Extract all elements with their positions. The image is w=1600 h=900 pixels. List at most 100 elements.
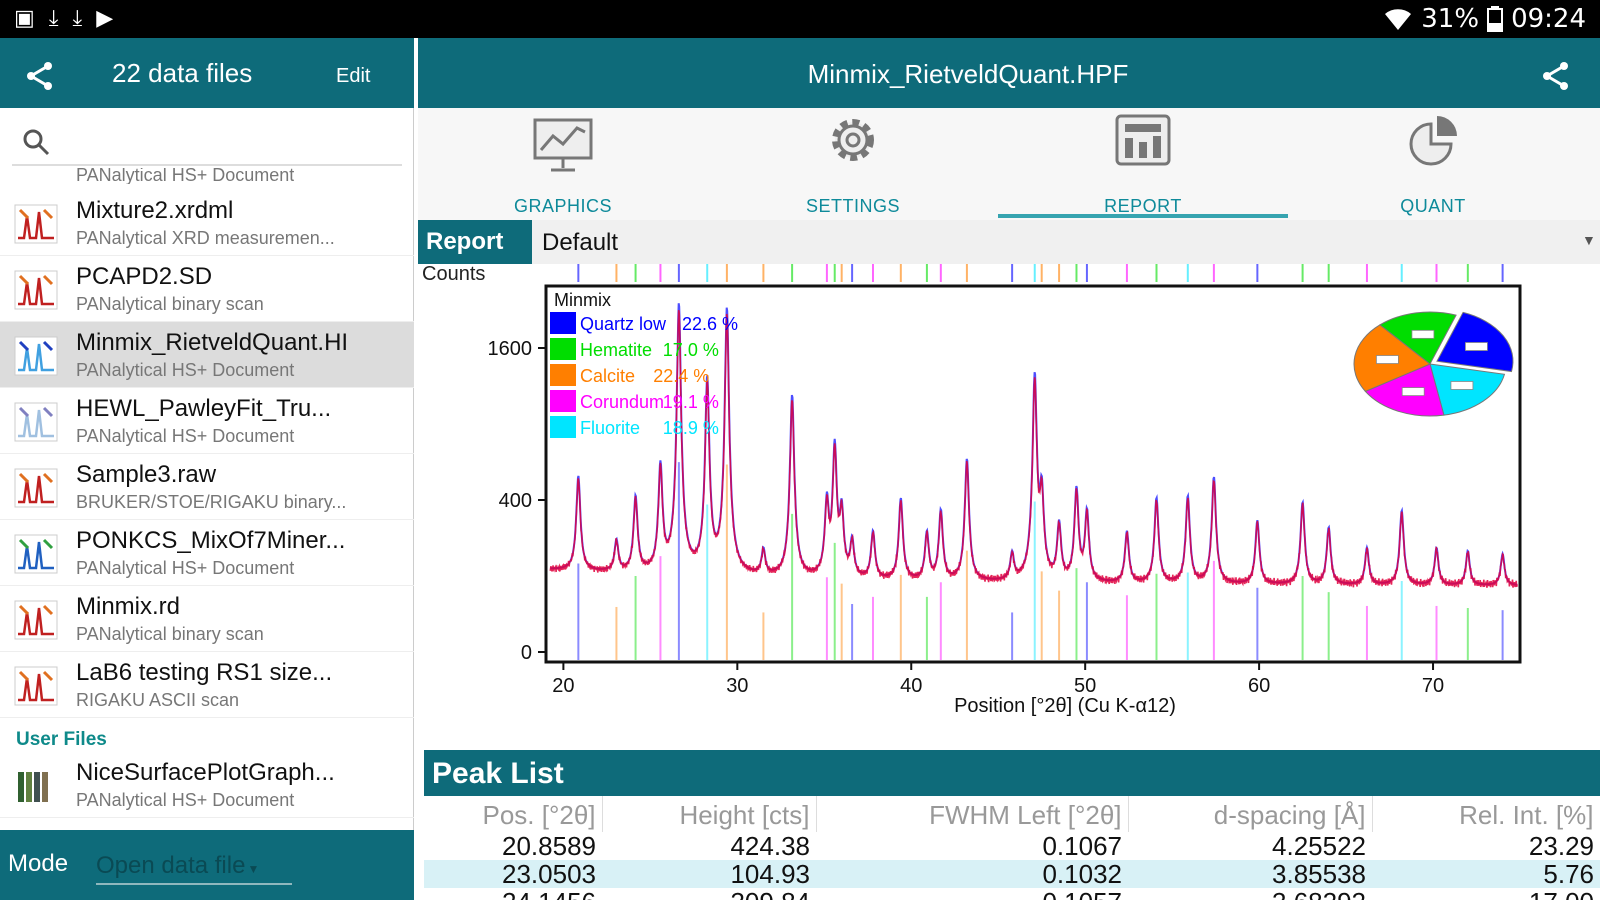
table-cell: 23.0503 [424, 860, 602, 888]
search-input[interactable] [62, 126, 392, 160]
list-item[interactable]: NiceSurfacePlotGraph... PANalytical HS+ D… [0, 752, 414, 818]
legend-swatch [550, 312, 576, 334]
list-item[interactable]: LaB6 testing RS1 size... RIGAKU ASCII sca… [0, 652, 414, 718]
legend-swatch [550, 364, 576, 386]
tab-graphics[interactable]: GRAPHICS [418, 108, 708, 220]
document-title: Minmix_RietveldQuant.HPF [807, 59, 1129, 89]
data-file-icon [14, 468, 58, 508]
column-header[interactable]: FWHM Left [°2θ] [816, 796, 1129, 832]
table-cell: 5.76 [1372, 860, 1600, 888]
column-header[interactable]: Height [cts] [602, 796, 817, 832]
y-tick-label: 1600 [488, 338, 533, 360]
legend-phase-percent: 19.1 % [663, 392, 719, 412]
table-row[interactable]: 20.8589 424.38 0.1067 4.25522 23.29 [424, 832, 1600, 860]
gear-icon [832, 119, 874, 161]
clock: 09:24 [1511, 4, 1586, 34]
mode-value: Open data file [96, 852, 246, 879]
y-tick-label: 0 [521, 642, 532, 664]
file-description: PANalytical binary scan [76, 294, 264, 314]
battery-percent: 31% [1421, 4, 1480, 34]
document-header: Minmix_RietveldQuant.HPF [418, 38, 1600, 108]
table-cell: 4.25522 [1272, 831, 1366, 861]
x-axis-label: Position [°2θ] (Cu K-α12) [954, 695, 1176, 717]
tab-report[interactable]: REPORT [998, 108, 1288, 220]
table-row[interactable]: 23.0503 104.93 0.1032 3.85538 5.76 [424, 860, 1600, 888]
table-cell: 104.93 [602, 860, 816, 888]
list-item[interactable]: Sample3.raw BRUKER/STOE/RIGAKU binary... [0, 454, 414, 520]
wifi-icon [1385, 9, 1412, 31]
share-icon[interactable] [24, 60, 56, 92]
download-icon-2: ⤓ [72, 6, 83, 31]
x-tick-label: 70 [1422, 675, 1444, 697]
peak-list-table: Pos. [°2θ] Height [cts] FWHM Left [°2θ] d-s… [424, 796, 1600, 900]
file-description: RIGAKU ASCII scan [76, 690, 240, 710]
list-item[interactable]: Minmix.rd PANalytical binary scan [0, 586, 414, 652]
graphics-icon [533, 118, 593, 172]
file-description: PANalytical HS+ Document [76, 426, 295, 446]
list-item[interactable]: Mixture2.xrdml PANalytical XRD measuremen… [0, 190, 414, 256]
active-tab-indicator [998, 214, 1288, 218]
dropdown-arrow-icon-report[interactable]: ▼ [1582, 232, 1596, 248]
tab-settings[interactable]: SETTINGS [708, 108, 998, 220]
table-cell: 23.29 [1528, 831, 1594, 861]
file-name: NiceSurfacePlotGraph... [76, 759, 335, 786]
diffraction-chart: Counts 0 400 1600 20 30 40 50 60 70 Minmix Quar… [418, 263, 1600, 744]
table-cell: 0.1057 [816, 888, 1128, 900]
pie-slice-label [1450, 381, 1474, 390]
battery-icon [1487, 6, 1504, 32]
file-name: Mixture2.xrdml [76, 197, 234, 224]
share-icon-right[interactable] [1540, 60, 1572, 92]
x-tick-label: 60 [1248, 675, 1270, 697]
column-header[interactable]: Pos. [°2θ] [424, 796, 603, 832]
table-cell: 3.85538 [1128, 860, 1372, 888]
list-item[interactable]: PONKCS_MixOf7Miner... PANalytical HS+ Doc… [0, 520, 414, 586]
y-axis-label: Counts [422, 264, 485, 285]
search-icon [23, 129, 50, 156]
pie-slice-label [1465, 342, 1488, 351]
table-cell: 24.1456 [424, 888, 602, 900]
x-tick-label: 20 [552, 675, 574, 697]
surface-plot-file-icon [18, 772, 48, 802]
report-selector: Report Default ▼ [418, 220, 1600, 264]
legend-swatch [550, 390, 576, 412]
file-name: Minmix.rd [76, 593, 181, 620]
mode-label: Mode [8, 850, 69, 877]
list-item[interactable]: Minmix_RietveldQuant.HI PANalytical HS+ D… [0, 322, 414, 388]
pie-slice [1436, 311, 1514, 373]
list-item[interactable]: HEWL_PawleyFit_Tru... PANalytical HS+ Doc… [0, 388, 414, 454]
screenshot-icon: ▣ [14, 6, 35, 31]
list-item[interactable]: PCAPD2.SD PANalytical binary scan [0, 256, 414, 322]
x-tick-label: 30 [726, 675, 748, 697]
file-description: PANalytical HS+ Document [76, 360, 295, 380]
data-file-icon [14, 204, 58, 244]
mode-dropdown[interactable]: Open data file ▼ [96, 852, 292, 885]
pie-slice-label [1401, 387, 1425, 396]
data-file-icon [14, 666, 58, 706]
file-list: Mixture2.xrdml PANalytical XRD measuremen… [0, 190, 414, 818]
table-row[interactable]: 24.1456309.840.10573.6829217.00 [424, 888, 1600, 900]
data-file-icon [14, 402, 58, 442]
data-file-icon [14, 600, 58, 640]
column-header[interactable]: Rel. Int. [%] [1372, 796, 1600, 832]
edit-button[interactable]: Edit [336, 65, 371, 87]
column-header[interactable]: d-spacing [Å] [1128, 796, 1373, 832]
report-template-value[interactable]: Default [542, 229, 619, 256]
file-description: PANalytical HS+ Document [76, 790, 295, 810]
data-file-icon [14, 270, 58, 310]
file-description: PANalytical XRD measuremen... [76, 228, 335, 248]
tab-quant-label: QUANT [1400, 196, 1466, 216]
table-cell: 309.84 [602, 888, 816, 900]
legend-phase-percent: 17.0 % [663, 340, 719, 360]
tab-quant[interactable]: QUANT [1288, 108, 1578, 220]
file-name: Sample3.raw [76, 461, 217, 488]
file-name: Minmix_RietveldQuant.HI [76, 329, 349, 356]
tab-settings-label: SETTINGS [805, 196, 900, 216]
user-files-section-label: User Files [16, 729, 107, 750]
legend-phase-name: Corundum [580, 392, 664, 412]
tab-bar: GRAPHICS SETTINGS REPORT QUANT [418, 108, 1600, 220]
x-tick-label: 40 [900, 675, 922, 697]
file-sidebar: 22 data files Edit PANalytical HS+ Docum… [0, 38, 414, 900]
search-field[interactable] [12, 122, 402, 166]
chart-title: Minmix [554, 290, 611, 310]
